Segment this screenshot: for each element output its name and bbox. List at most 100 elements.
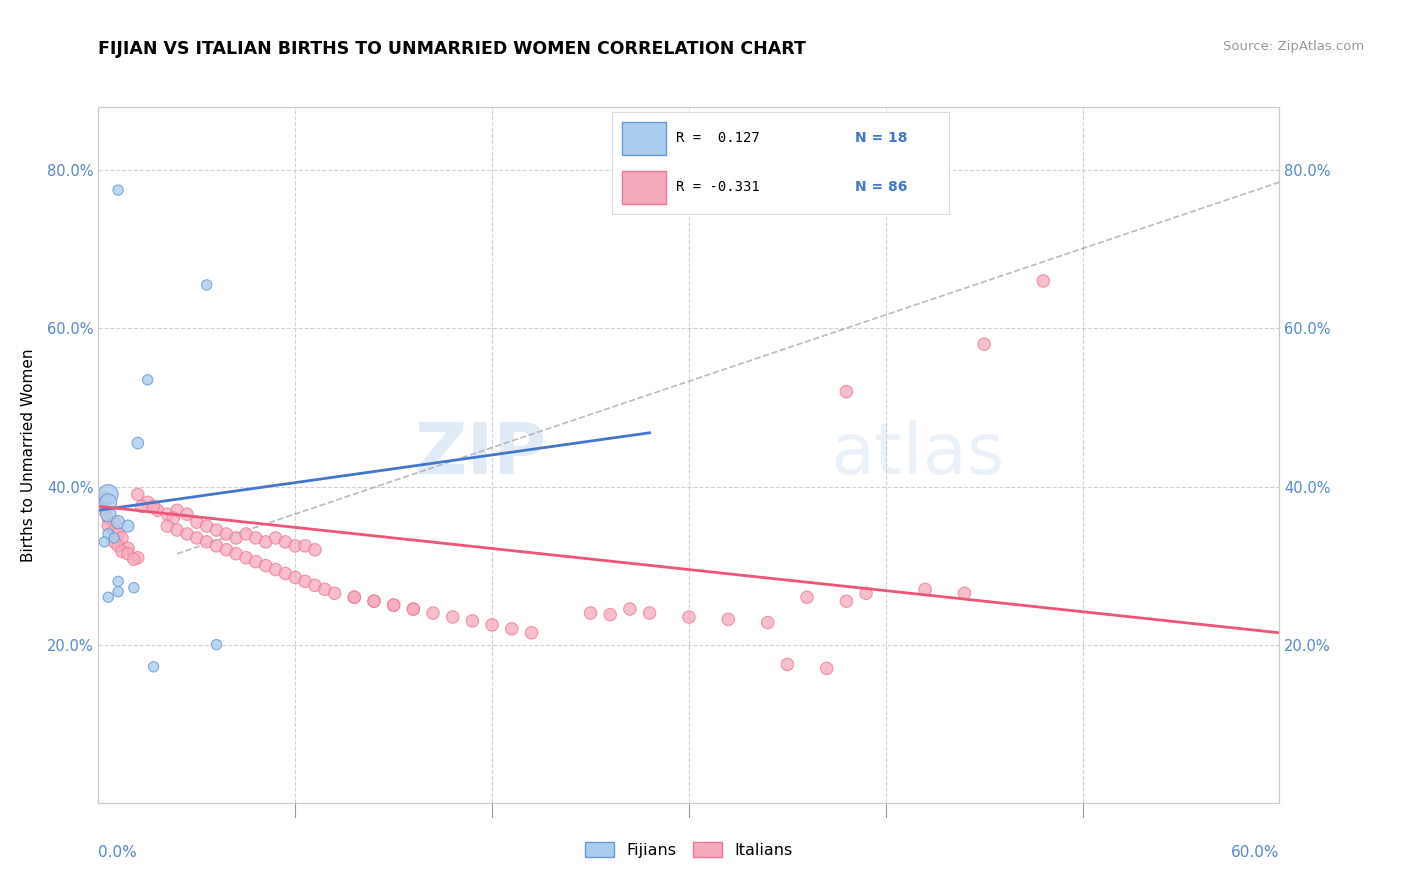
Point xyxy=(93,534,115,549)
Point xyxy=(225,531,247,545)
Point xyxy=(111,531,134,545)
Text: R = -0.331: R = -0.331 xyxy=(676,180,759,194)
Point xyxy=(93,503,115,517)
Point xyxy=(756,615,779,630)
Text: N = 86: N = 86 xyxy=(855,180,907,194)
Point xyxy=(363,594,385,608)
Point xyxy=(638,606,661,620)
Point xyxy=(1032,274,1054,288)
Point xyxy=(107,183,129,197)
Point xyxy=(117,541,139,556)
Point xyxy=(678,610,700,624)
Point xyxy=(815,661,838,675)
Point xyxy=(136,495,159,509)
Point xyxy=(254,534,277,549)
Point xyxy=(146,503,169,517)
Point xyxy=(225,547,247,561)
Point xyxy=(304,542,326,557)
Point xyxy=(461,614,484,628)
Point xyxy=(304,578,326,592)
Point xyxy=(186,531,208,545)
Point xyxy=(501,622,523,636)
Point xyxy=(215,527,238,541)
Point xyxy=(176,507,198,521)
Text: R =  0.127: R = 0.127 xyxy=(676,131,759,145)
Text: 0.0%: 0.0% xyxy=(98,845,138,860)
Point xyxy=(131,500,153,514)
Point xyxy=(402,602,425,616)
Text: ZIP: ZIP xyxy=(415,420,547,490)
Point xyxy=(97,507,120,521)
Point xyxy=(382,598,405,612)
Point xyxy=(107,539,129,553)
Point xyxy=(245,555,267,569)
Point xyxy=(520,625,543,640)
Point xyxy=(776,657,799,672)
Point xyxy=(343,591,366,605)
Point xyxy=(162,511,184,525)
Point xyxy=(195,534,218,549)
Point xyxy=(314,582,336,597)
Point xyxy=(441,610,464,624)
Point xyxy=(481,618,503,632)
Point xyxy=(215,542,238,557)
Point xyxy=(855,586,877,600)
Point xyxy=(142,660,165,674)
Point xyxy=(245,531,267,545)
Point xyxy=(103,523,125,537)
Y-axis label: Births to Unmarried Women: Births to Unmarried Women xyxy=(21,348,35,562)
Bar xyxy=(621,122,665,154)
Point xyxy=(717,612,740,626)
Point xyxy=(579,606,602,620)
Point xyxy=(205,523,228,537)
Point xyxy=(166,523,188,537)
Point xyxy=(156,519,179,533)
Point xyxy=(953,586,976,600)
Point xyxy=(264,531,287,545)
Point xyxy=(835,594,858,608)
Text: atlas: atlas xyxy=(831,420,1005,490)
Text: FIJIAN VS ITALIAN BIRTHS TO UNMARRIED WOMEN CORRELATION CHART: FIJIAN VS ITALIAN BIRTHS TO UNMARRIED WO… xyxy=(98,40,806,58)
Point xyxy=(107,574,129,589)
Point xyxy=(294,574,316,589)
Point xyxy=(274,566,297,581)
Point xyxy=(97,487,120,501)
Point xyxy=(127,436,149,450)
Point xyxy=(619,602,641,616)
Point xyxy=(323,586,346,600)
Point xyxy=(205,539,228,553)
Point xyxy=(284,539,307,553)
Point xyxy=(127,550,149,565)
Point xyxy=(122,552,145,566)
Text: N = 18: N = 18 xyxy=(855,131,907,145)
Point xyxy=(284,570,307,584)
Point xyxy=(422,606,444,620)
Point xyxy=(97,511,120,525)
Point xyxy=(97,591,120,605)
Point xyxy=(343,591,366,605)
Point xyxy=(796,591,818,605)
Point xyxy=(117,519,139,533)
Text: Source: ZipAtlas.com: Source: ZipAtlas.com xyxy=(1223,40,1364,54)
Point xyxy=(136,373,159,387)
Point xyxy=(107,515,129,529)
Point xyxy=(93,491,115,506)
Point xyxy=(254,558,277,573)
Point xyxy=(156,507,179,521)
Point xyxy=(235,550,257,565)
Point xyxy=(103,515,125,529)
Point xyxy=(973,337,995,351)
Point xyxy=(107,584,129,599)
Point xyxy=(195,519,218,533)
Point xyxy=(176,527,198,541)
Point xyxy=(835,384,858,399)
Point xyxy=(402,602,425,616)
Point xyxy=(166,503,188,517)
Point xyxy=(97,519,120,533)
Point xyxy=(117,547,139,561)
Point xyxy=(363,594,385,608)
Point xyxy=(97,527,120,541)
Point xyxy=(103,531,125,545)
Point xyxy=(914,582,936,597)
Point xyxy=(186,515,208,529)
